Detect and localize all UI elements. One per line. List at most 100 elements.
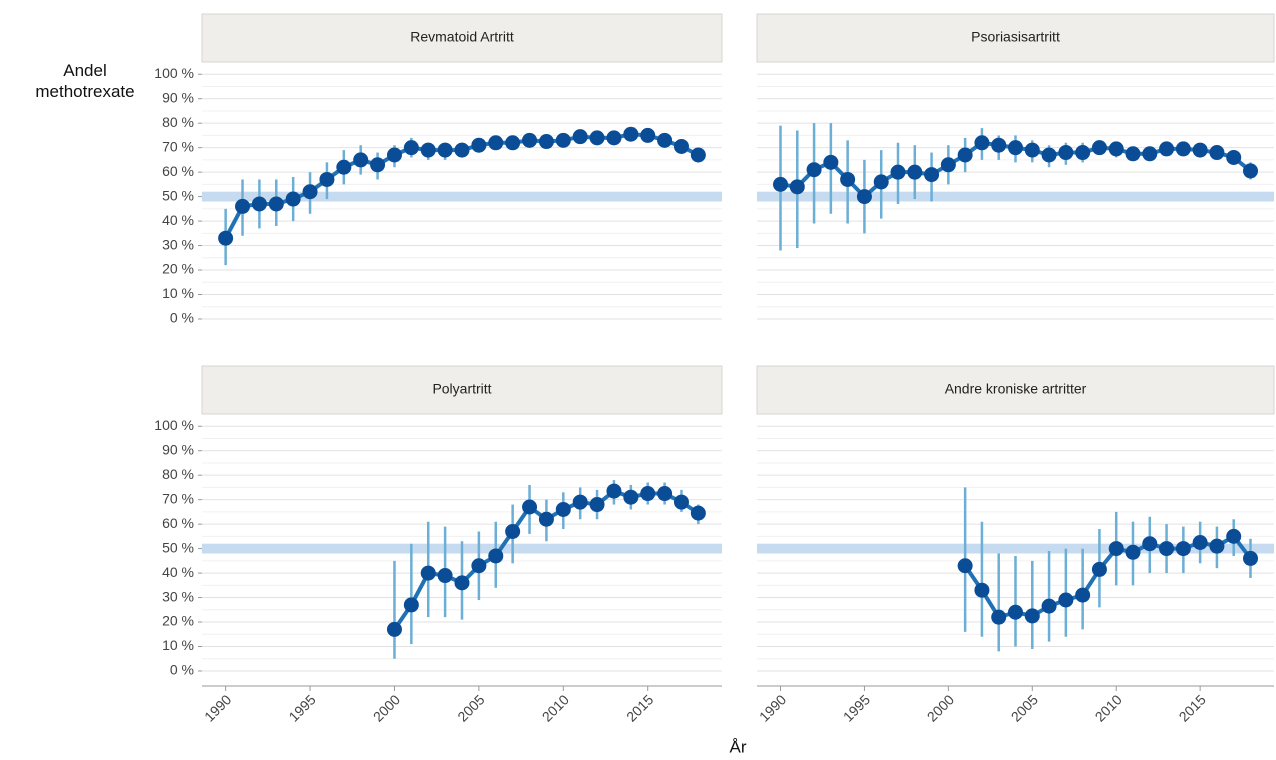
point	[386, 147, 402, 163]
y-tick-label: 70 %	[162, 138, 194, 154]
point	[1091, 140, 1107, 156]
y-tick-label: 30 %	[162, 588, 194, 604]
point	[657, 486, 673, 502]
point	[235, 198, 251, 214]
panel-title: Psoriasisartritt	[971, 29, 1060, 45]
point	[1024, 142, 1040, 158]
y-tick-label: 20 %	[162, 613, 194, 629]
point	[1226, 149, 1242, 165]
point	[1209, 145, 1225, 161]
point	[218, 230, 234, 246]
y-tick-label: 90 %	[162, 441, 194, 457]
panel-title: Revmatoid Artritt	[410, 29, 514, 45]
y-tick-label: 100 %	[154, 65, 194, 81]
x-tick-label: 2015	[623, 691, 656, 724]
point	[1209, 538, 1225, 554]
y-tick-label: 10 %	[162, 637, 194, 653]
strip	[201, 13, 723, 63]
y-tick-label: 40 %	[162, 564, 194, 580]
point	[1226, 528, 1242, 544]
point	[555, 501, 571, 517]
strip	[201, 365, 723, 415]
y-tick-label: 60 %	[162, 163, 194, 179]
reference-band	[757, 191, 1274, 202]
point	[640, 486, 656, 502]
y-tick-label: 0 %	[170, 310, 194, 326]
y-tick-label: 0 %	[170, 662, 194, 678]
point	[673, 494, 689, 510]
point	[589, 497, 605, 513]
x-tick-label: 2010	[1092, 691, 1125, 724]
point	[1175, 141, 1191, 157]
point	[957, 558, 973, 574]
point	[353, 152, 369, 168]
point	[1058, 145, 1074, 161]
point	[251, 196, 267, 212]
point	[471, 137, 487, 153]
y-axis-label: Andel methotrexate	[35, 61, 135, 101]
point	[623, 126, 639, 142]
point	[420, 142, 436, 158]
point	[370, 157, 386, 173]
point	[1008, 140, 1023, 156]
point	[420, 565, 436, 581]
x-tick-label: 1995	[285, 691, 318, 724]
point	[1108, 541, 1124, 557]
point	[991, 609, 1007, 625]
y-tick-label: 30 %	[162, 236, 194, 252]
point	[1175, 541, 1191, 557]
y-tick-label: 90 %	[162, 89, 194, 105]
y-tick-label: 50 %	[162, 539, 194, 555]
x-axis-label: År	[730, 737, 747, 756]
y-tick-label: 40 %	[162, 212, 194, 228]
x-tick-label: 1995	[840, 691, 873, 724]
x-tick-label: 2005	[454, 691, 487, 724]
point	[623, 489, 639, 505]
point	[522, 499, 538, 515]
y-tick-label: 50 %	[162, 187, 194, 203]
point	[873, 174, 889, 190]
point	[974, 135, 990, 151]
x-tick-label: 2000	[924, 691, 957, 724]
point	[924, 167, 940, 183]
point	[789, 179, 805, 195]
point	[606, 483, 622, 499]
point	[403, 597, 419, 613]
point	[640, 127, 656, 143]
reference-band	[757, 543, 1274, 554]
point	[437, 568, 453, 584]
point	[403, 140, 419, 156]
point	[606, 130, 622, 146]
point	[285, 191, 301, 207]
point	[1192, 534, 1208, 550]
point	[773, 176, 788, 192]
point	[589, 130, 605, 146]
point	[1041, 147, 1057, 163]
point	[1008, 604, 1023, 620]
point	[991, 137, 1007, 153]
x-tick-label: 1990	[756, 691, 789, 724]
point	[302, 184, 318, 200]
point	[690, 147, 706, 163]
point	[1243, 550, 1258, 566]
point	[657, 132, 673, 148]
point	[386, 621, 402, 637]
point	[940, 157, 956, 173]
point	[572, 494, 588, 510]
point	[690, 505, 706, 521]
point	[505, 135, 521, 151]
point	[1058, 592, 1074, 608]
point	[1192, 142, 1208, 158]
point	[1075, 145, 1091, 161]
x-tick-label: 2005	[1008, 691, 1041, 724]
point	[454, 142, 470, 158]
y-tick-label: 100 %	[154, 417, 194, 433]
panel-title: Polyartritt	[432, 381, 491, 397]
point	[907, 164, 923, 180]
y-tick-label: 80 %	[162, 466, 194, 482]
x-tick-label: 1990	[201, 691, 234, 724]
point	[1091, 561, 1107, 577]
point	[1142, 146, 1158, 162]
point	[1108, 141, 1124, 157]
